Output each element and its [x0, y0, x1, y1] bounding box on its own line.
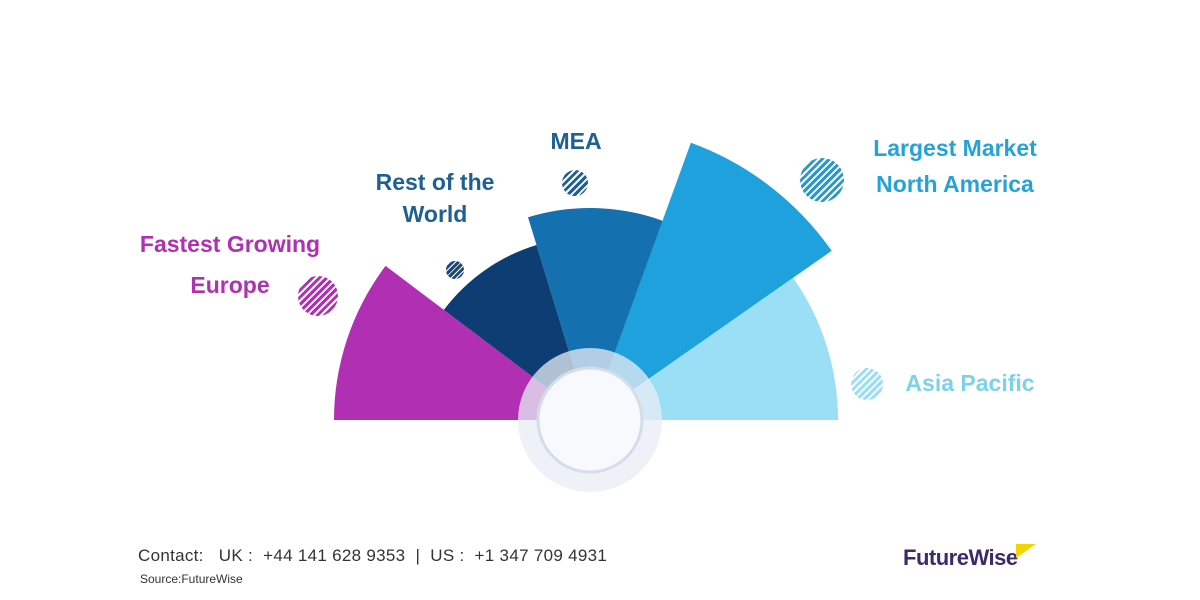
label-line: Largest Market: [873, 135, 1037, 161]
label-asia-pacific: Asia Pacific: [895, 365, 1045, 401]
label-line: Europe: [190, 272, 270, 298]
logo-arrow-icon: [1016, 544, 1036, 558]
sector-mea: [528, 208, 666, 420]
label-line: MEA: [550, 128, 602, 154]
hatched-dot-europe-icon: [298, 276, 338, 316]
center-circle: [536, 366, 644, 474]
label-line: Fastest Growing: [139, 231, 321, 257]
sector-north-america: [590, 142, 832, 420]
label-rest-of-world: Rest of the World: [350, 164, 520, 232]
label-line: Asia Pacific: [905, 370, 1035, 396]
hatched-dot-row-icon: [446, 261, 464, 279]
source-note: Source:FutureWise: [140, 572, 243, 586]
label-line: Rest of the: [375, 169, 495, 195]
label-line: North America: [876, 171, 1034, 197]
contact-info: Contact: UK : +44 141 628 9353 | US : +1…: [138, 546, 608, 565]
label-north-america: Largest Market North America: [850, 130, 1060, 202]
label-europe: Fastest Growing Europe: [120, 226, 340, 303]
hatched-dot-asia-pacific-icon: [851, 368, 883, 400]
sector-europe: [334, 265, 590, 420]
label-line: World: [402, 201, 468, 227]
label-mea: MEA: [526, 123, 626, 159]
futurewise-logo: FutureWise: [903, 545, 1018, 570]
hatched-dot-mea-icon: [562, 170, 588, 196]
hatched-dot-north-america-icon: [800, 158, 844, 202]
